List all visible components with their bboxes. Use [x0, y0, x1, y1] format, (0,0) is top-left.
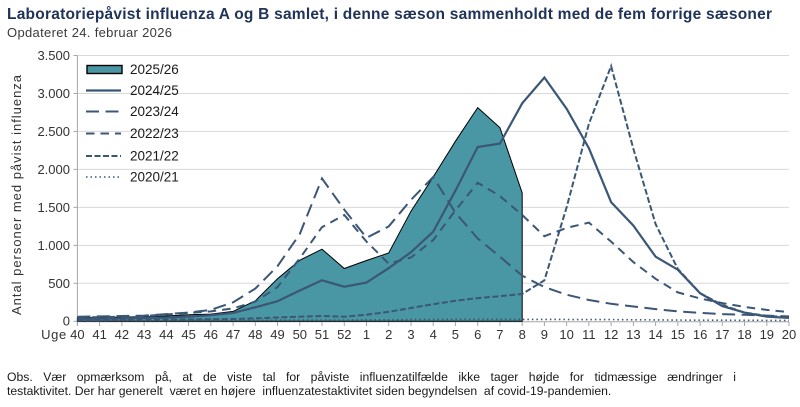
svg-text:2025/26: 2025/26	[130, 62, 179, 77]
svg-text:46: 46	[204, 327, 218, 342]
svg-text:Obs. Vær opmærksom på, at de v: Obs. Vær opmærksom på, at de viste tal f…	[7, 370, 736, 384]
svg-text:48: 48	[248, 327, 262, 342]
svg-text:2.000: 2.000	[37, 162, 70, 177]
svg-text:Laboratoriepåvist influenza A: Laboratoriepåvist influenza A og B samle…	[7, 6, 772, 23]
svg-text:2: 2	[385, 327, 392, 342]
svg-text:500: 500	[48, 276, 70, 291]
svg-text:15: 15	[671, 327, 685, 342]
svg-text:44: 44	[159, 327, 173, 342]
svg-text:2020/21: 2020/21	[130, 170, 179, 185]
svg-text:13: 13	[626, 327, 640, 342]
svg-text:8: 8	[519, 327, 526, 342]
svg-text:3.000: 3.000	[37, 86, 70, 101]
svg-text:20: 20	[782, 327, 796, 342]
svg-text:47: 47	[226, 327, 240, 342]
svg-text:3: 3	[407, 327, 414, 342]
svg-text:2024/25: 2024/25	[130, 83, 179, 98]
svg-text:16: 16	[693, 327, 707, 342]
svg-text:Uge: Uge	[41, 327, 67, 342]
svg-text:19: 19	[760, 327, 774, 342]
svg-text:2021/22: 2021/22	[130, 149, 179, 164]
svg-text:testaktivitet. Der har generel: testaktivitet. Der har generelt været en…	[7, 384, 611, 398]
svg-text:42: 42	[115, 327, 129, 342]
svg-text:6: 6	[474, 327, 481, 342]
svg-text:17: 17	[715, 327, 729, 342]
svg-text:1.000: 1.000	[37, 238, 70, 253]
svg-text:4: 4	[430, 327, 437, 342]
svg-text:52: 52	[337, 327, 351, 342]
svg-text:49: 49	[270, 327, 284, 342]
svg-text:0: 0	[63, 314, 70, 329]
svg-text:7: 7	[496, 327, 503, 342]
svg-text:11: 11	[582, 327, 596, 342]
svg-text:1: 1	[363, 327, 370, 342]
svg-text:2022/23: 2022/23	[130, 126, 179, 141]
svg-text:2023/24: 2023/24	[130, 104, 179, 119]
svg-text:10: 10	[559, 327, 573, 342]
svg-text:9: 9	[541, 327, 548, 342]
svg-text:5: 5	[452, 327, 459, 342]
svg-text:14: 14	[648, 327, 662, 342]
svg-text:18: 18	[737, 327, 751, 342]
svg-text:41: 41	[92, 327, 106, 342]
svg-text:43: 43	[137, 327, 151, 342]
svg-text:51: 51	[315, 327, 329, 342]
svg-text:Antal personer med påvist infl: Antal personer med påvist influenza	[9, 74, 24, 315]
svg-text:1.500: 1.500	[37, 200, 70, 215]
svg-text:12: 12	[604, 327, 618, 342]
svg-text:Opdateret 24. februar 2026: Opdateret 24. februar 2026	[7, 25, 172, 40]
svg-text:45: 45	[181, 327, 195, 342]
svg-text:2.500: 2.500	[37, 124, 70, 139]
svg-text:40: 40	[70, 327, 84, 342]
svg-text:3.500: 3.500	[37, 48, 70, 63]
svg-text:50: 50	[293, 327, 307, 342]
